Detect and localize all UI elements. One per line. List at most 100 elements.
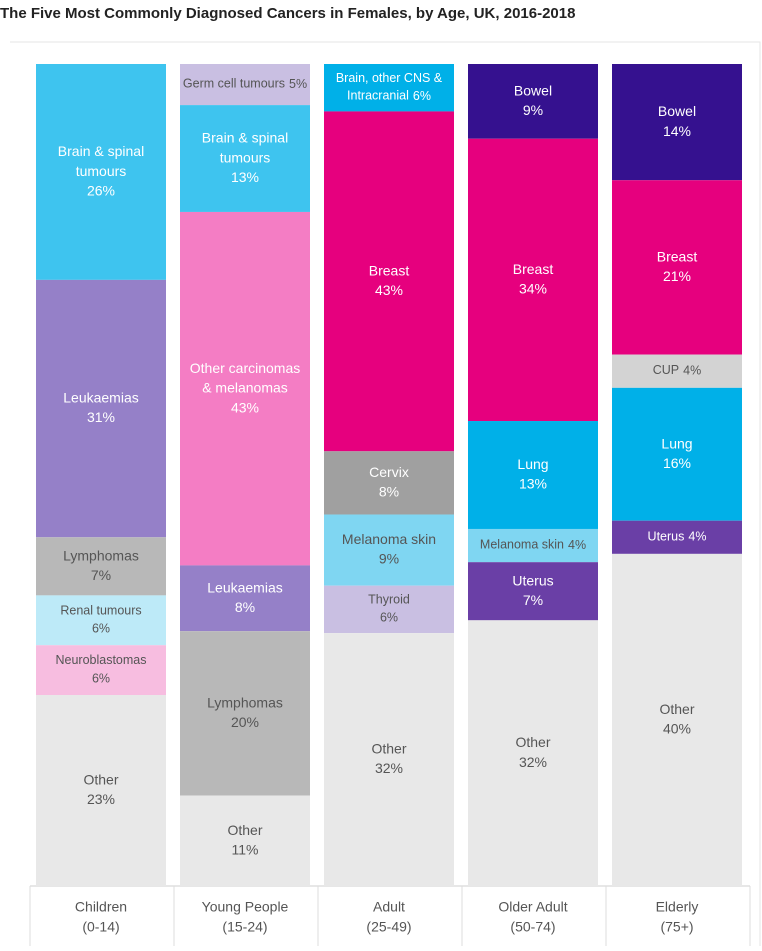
- segment-label: Germ cell tumours: [183, 77, 285, 91]
- bar-segment: [180, 631, 310, 796]
- bar-segment: [612, 520, 742, 554]
- segment-label: Bowel: [514, 82, 552, 98]
- segment-value-label: 32%: [375, 760, 403, 776]
- bar-segment: [180, 64, 310, 106]
- segment-label: Other: [659, 701, 694, 717]
- segment-value-label: 6%: [92, 621, 110, 635]
- bar-segment: [36, 537, 166, 596]
- segment-value-label: 40%: [663, 721, 691, 737]
- segment-value-label: 4%: [683, 364, 701, 378]
- segment-label: Brain & spinal tumours: [58, 143, 144, 179]
- segment-label: Lung: [661, 435, 692, 451]
- segment-value-label: 4%: [568, 538, 586, 552]
- segment-value-label: 32%: [519, 754, 547, 770]
- segment-value-label: 6%: [92, 671, 110, 685]
- bar-segment: [468, 421, 598, 529]
- bar-segment: [468, 562, 598, 621]
- bar-segment: [468, 620, 598, 886]
- bar-segment: [180, 211, 310, 566]
- segment-label: Neuroblastomas: [55, 654, 146, 668]
- bar-segment: [468, 138, 598, 422]
- x-tick-label: Elderly: [656, 899, 699, 915]
- bar-segment: [36, 695, 166, 886]
- segment-value-label: 20%: [231, 714, 259, 730]
- x-tick-sublabel: (75+): [660, 919, 693, 935]
- segment-label: Brain & spinal tumours: [202, 129, 288, 165]
- x-tick-label: Adult: [373, 899, 405, 915]
- segment-value-label: 34%: [519, 281, 547, 297]
- segment-value-label: 21%: [663, 268, 691, 284]
- segment-value-label: 6%: [380, 611, 398, 625]
- bar-segment: [180, 795, 310, 886]
- segment-label: Renal tumours: [60, 604, 141, 618]
- segment-label: Melanoma skin: [342, 531, 436, 547]
- bar-segment: [180, 105, 310, 212]
- segment-label: Melanoma skin: [480, 538, 564, 552]
- bar-segment: [612, 553, 742, 886]
- x-tick-sublabel: (15-24): [222, 919, 267, 935]
- segment-value-label: 13%: [231, 169, 259, 185]
- segment-label: Other: [515, 734, 550, 750]
- x-tick-sublabel: (25-49): [366, 919, 411, 935]
- bar-segment: [612, 387, 742, 521]
- segment-label: Other: [227, 822, 262, 838]
- segment-value-label: 43%: [375, 282, 403, 298]
- x-tick-sublabel: (50-74): [510, 919, 555, 935]
- x-tick-sublabel: (0-14): [82, 919, 119, 935]
- segment-value-label: 31%: [87, 409, 115, 425]
- bar-segment: [324, 585, 454, 634]
- segment-label: Breast: [657, 248, 698, 264]
- segment-label: Other: [83, 771, 118, 787]
- segment-value-label: 26%: [87, 183, 115, 199]
- segment-value-label: 13%: [519, 476, 547, 492]
- x-tick-label: Young People: [202, 899, 289, 915]
- bar-segment: [612, 354, 742, 388]
- segment-value-label: 9%: [523, 102, 543, 118]
- bar-segment: [324, 451, 454, 515]
- segment-value-label: 9%: [379, 551, 399, 567]
- segment-value-label: 43%: [231, 399, 259, 415]
- segment-value-label: 23%: [87, 791, 115, 807]
- segment-label: Other carcinomas & melanomas: [190, 360, 300, 396]
- bar-segment: [612, 180, 742, 355]
- segment-label: Breast: [513, 261, 554, 277]
- segment-label: Cervix: [369, 464, 409, 480]
- segment-label: Leukaemias: [207, 579, 283, 595]
- segment-label: Bowel: [658, 103, 696, 119]
- segment-label: Thyroid: [368, 593, 410, 607]
- chart-title: The Five Most Commonly Diagnosed Cancers…: [0, 5, 575, 22]
- segment-label: Breast: [369, 262, 410, 278]
- segment-label: Leukaemias: [63, 389, 139, 405]
- segment-value-label: 14%: [663, 123, 691, 139]
- segment-value-label: 6%: [413, 89, 431, 103]
- frame: [10, 41, 761, 946]
- x-tick-label: Children: [75, 899, 127, 915]
- segment-value-label: 8%: [235, 599, 255, 615]
- segment-label: Lymphomas: [207, 694, 283, 710]
- segment-value-label: 5%: [289, 77, 307, 91]
- segment-label: Uterus: [648, 530, 685, 544]
- bar-segment: [36, 64, 166, 280]
- bar-segment: [324, 514, 454, 586]
- bar-segment: [612, 64, 742, 181]
- bar-segment: [468, 528, 598, 563]
- segment-value-label: 7%: [523, 592, 543, 608]
- segment-label: CUP: [653, 364, 679, 378]
- bar-segment: [324, 633, 454, 886]
- segment-value-label: 16%: [663, 455, 691, 471]
- segment-value-label: 8%: [379, 484, 399, 500]
- segment-label: Lung: [517, 456, 548, 472]
- bar-segment: [324, 64, 454, 112]
- bar-segment: [180, 565, 310, 632]
- bar-segment: [324, 111, 454, 452]
- segment-value-label: 7%: [91, 567, 111, 583]
- segment-label: Uterus: [512, 572, 553, 588]
- segment-label: Brain, other CNS & Intracranial: [336, 71, 443, 103]
- bar-segment: [36, 645, 166, 696]
- bar-segment: [36, 595, 166, 646]
- segment-value-label: 11%: [232, 841, 259, 857]
- bar-segment: [468, 64, 598, 139]
- segment-label: Lymphomas: [63, 547, 139, 563]
